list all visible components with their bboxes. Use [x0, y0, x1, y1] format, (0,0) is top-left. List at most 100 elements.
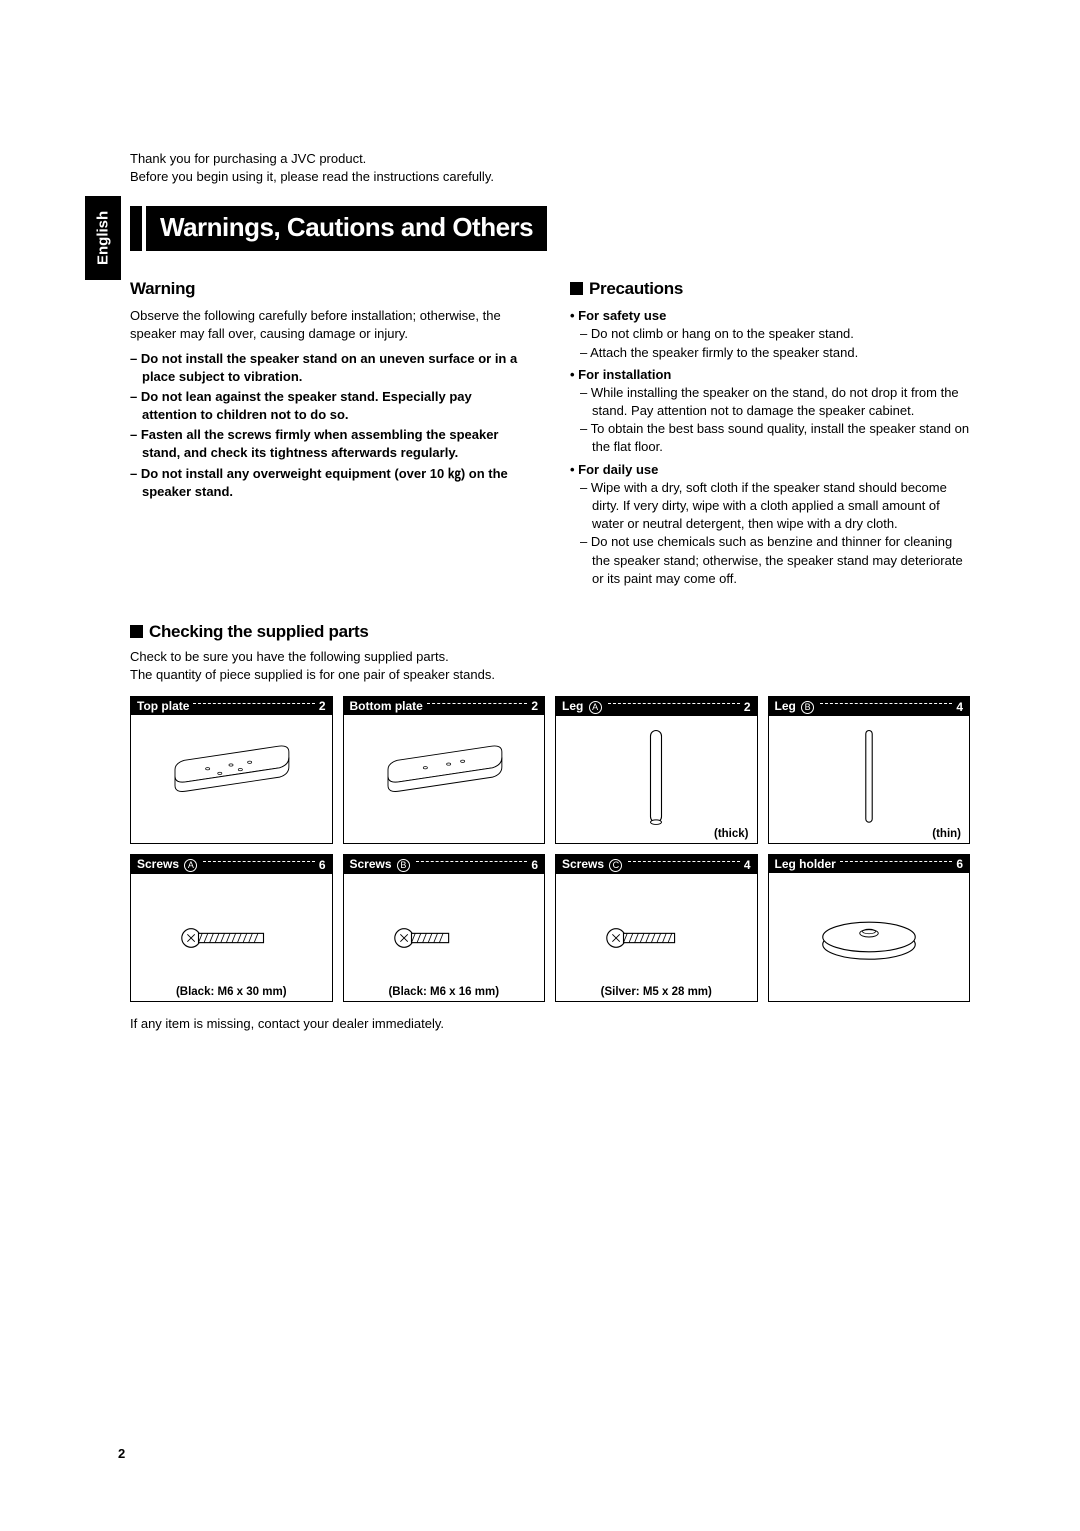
part-cell: Leg A 2 (thick)	[555, 696, 758, 844]
leader-dash	[840, 861, 952, 862]
part-header: Leg A 2	[556, 697, 757, 716]
part-name: Screws A	[137, 857, 199, 872]
part-cell: Top plate 2	[130, 696, 333, 844]
page: English Thank you for purchasing a JVC p…	[0, 0, 1080, 1531]
part-note: (Silver: M5 x 28 mm)	[556, 986, 757, 998]
warning-heading: Warning	[130, 277, 530, 301]
circled-letter-icon: B	[801, 701, 814, 714]
precaution-item: Wipe with a dry, soft cloth if the speak…	[570, 479, 970, 534]
leg-thick-icon	[626, 725, 686, 835]
circled-letter-icon: A	[589, 701, 602, 714]
precautions-body: For safety useDo not climb or hang on to…	[570, 307, 970, 588]
part-name: Top plate	[137, 699, 189, 713]
two-column-section: Warning Observe the following carefully …	[130, 277, 970, 592]
part-header: Leg B4	[769, 697, 970, 716]
part-illustration: (Silver: M5 x 28 mm)	[556, 874, 757, 1002]
leader-dash	[820, 703, 952, 704]
precautions-heading: Precautions	[570, 277, 970, 301]
checking-heading: Checking the supplied parts	[130, 622, 970, 642]
part-header: Leg holder 6	[769, 855, 970, 873]
part-illustration	[344, 715, 545, 843]
part-name: Leg B	[775, 699, 817, 714]
part-note: (thick)	[714, 828, 749, 840]
precaution-group: For safety useDo not climb or hang on to…	[570, 307, 970, 362]
leader-dash	[628, 861, 739, 862]
square-bullet-icon	[130, 625, 143, 638]
main-title: Warnings, Cautions and Others	[146, 206, 547, 251]
leader-dash	[608, 703, 740, 704]
part-quantity: 6	[531, 858, 538, 872]
screw-long-icon	[166, 910, 296, 966]
leader-dash	[203, 861, 314, 862]
precaution-item: Attach the speaker firmly to the speaker…	[570, 344, 970, 362]
precaution-group: For installationWhile installing the spe…	[570, 366, 970, 457]
part-name: Screws C	[562, 857, 624, 872]
part-note: (Black: M6 x 16 mm)	[344, 986, 545, 998]
warning-lead: Observe the following carefully before i…	[130, 307, 530, 343]
bottom-plate-icon	[369, 737, 519, 821]
title-block: Warnings, Cautions and Others	[130, 206, 970, 251]
screw-short-icon	[379, 910, 509, 966]
part-cell: Leg holder 6	[768, 854, 971, 1002]
part-quantity: 6	[956, 857, 963, 871]
warning-item: Fasten all the screws firmly when assemb…	[130, 426, 530, 462]
warning-item: Do not install any overweight equipment …	[130, 465, 530, 501]
checking-heading-text: Checking the supplied parts	[149, 622, 369, 641]
warning-item: Do not lean against the speaker stand. E…	[130, 388, 530, 424]
top-plate-icon	[156, 737, 306, 821]
part-quantity: 2	[744, 700, 751, 714]
circled-letter-icon: C	[609, 859, 622, 872]
checking-intro: Check to be sure you have the following …	[130, 648, 970, 684]
warning-list: Do not install the speaker stand on an u…	[130, 350, 530, 502]
checking-section: Checking the supplied parts Check to be …	[130, 622, 970, 1031]
checking-intro-line: The quantity of piece supplied is for on…	[130, 666, 970, 684]
part-header: Screws B 6	[344, 855, 545, 874]
leg-holder-icon	[804, 900, 934, 974]
part-header: Bottom plate 2	[344, 697, 545, 715]
precaution-item: Do not use chemicals such as benzine and…	[570, 533, 970, 588]
intro-text: Thank you for purchasing a JVC product. …	[130, 150, 970, 186]
square-bullet-icon	[570, 282, 583, 295]
part-illustration	[131, 715, 332, 843]
language-tab: English	[85, 196, 121, 280]
part-quantity: 6	[319, 858, 326, 872]
parts-grid: Top plate2Bottom plate2Leg A2(thick)Leg …	[130, 696, 970, 1002]
warning-item: Do not install the speaker stand on an u…	[130, 350, 530, 386]
part-header: Top plate 2	[131, 697, 332, 715]
part-cell: Screws B 6 (Black: M6 x 16 mm)	[343, 854, 546, 1002]
precaution-item: While installing the speaker on the stan…	[570, 384, 970, 420]
checking-intro-line: Check to be sure you have the following …	[130, 648, 970, 666]
precaution-item: To obtain the best bass sound quality, i…	[570, 420, 970, 456]
title-accent-bar	[130, 206, 142, 251]
page-number: 2	[118, 1446, 125, 1461]
precaution-item: Do not climb or hang on to the speaker s…	[570, 325, 970, 343]
part-name: Bottom plate	[350, 699, 423, 713]
leader-dash	[193, 703, 314, 704]
part-cell: Leg B4 (thin)	[768, 696, 971, 844]
part-illustration: (thin)	[769, 716, 970, 844]
part-header: Screws C4	[556, 855, 757, 874]
part-name: Screws B	[350, 857, 412, 872]
leg-thin-icon	[839, 725, 899, 835]
precaution-group-heading: For installation	[570, 366, 970, 384]
precaution-group: For daily useWipe with a dry, soft cloth…	[570, 461, 970, 588]
intro-line: Thank you for purchasing a JVC product.	[130, 150, 970, 168]
part-name: Leg A	[562, 699, 604, 714]
intro-line: Before you begin using it, please read t…	[130, 168, 970, 186]
part-cell: Screws C4 (Silver: M5 x 28 mm)	[555, 854, 758, 1002]
leader-dash	[416, 861, 527, 862]
precaution-group-heading: For daily use	[570, 461, 970, 479]
precautions-column: Precautions For safety useDo not climb o…	[570, 277, 970, 592]
circled-letter-icon: B	[397, 859, 410, 872]
part-cell: Screws A 6 (Black: M6 x 30 mm)	[130, 854, 333, 1002]
part-note: (thin)	[932, 828, 961, 840]
screw-silver-icon	[591, 910, 721, 966]
part-illustration: (thick)	[556, 716, 757, 844]
part-illustration: (Black: M6 x 16 mm)	[344, 874, 545, 1002]
precaution-group-heading: For safety use	[570, 307, 970, 325]
part-quantity: 2	[319, 699, 326, 713]
part-note: (Black: M6 x 30 mm)	[131, 986, 332, 998]
part-illustration: (Black: M6 x 30 mm)	[131, 874, 332, 1002]
part-quantity: 2	[531, 699, 538, 713]
closing-note: If any item is missing, contact your dea…	[130, 1016, 970, 1031]
